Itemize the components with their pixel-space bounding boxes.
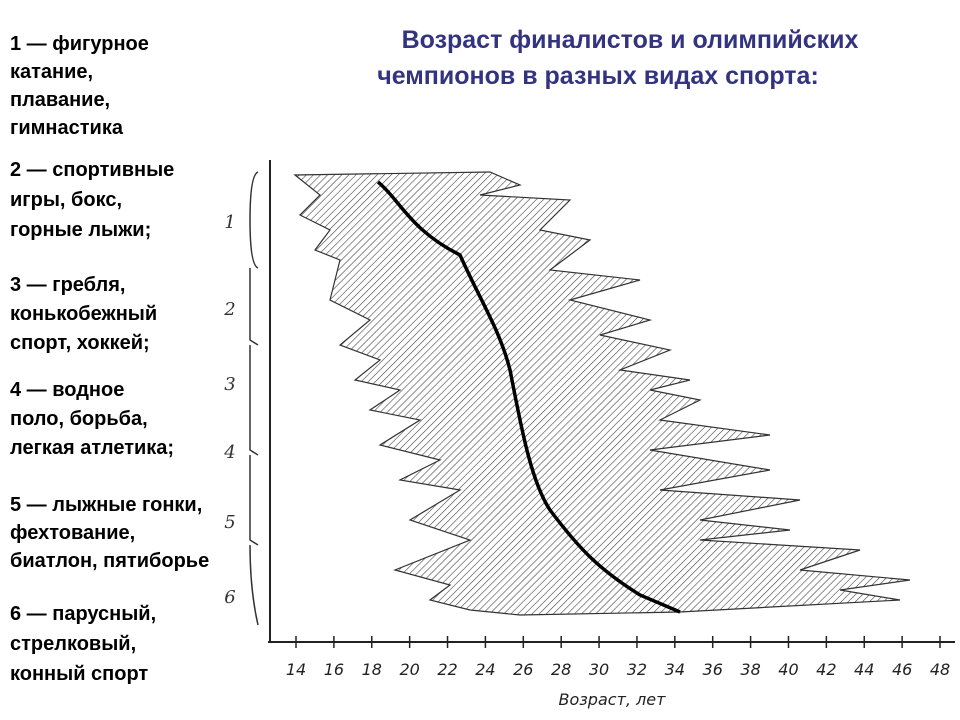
group-number: 3 <box>224 374 235 395</box>
group-brace <box>249 171 259 626</box>
slide-title: чемпионов в разных видах спорта: <box>377 62 819 90</box>
group-number: 2 <box>223 299 235 320</box>
x-tick-label: 36 <box>703 660 723 679</box>
x-tick-label: 32 <box>627 660 647 679</box>
slide-title: Возраст финалистов и олимпийских <box>402 26 859 54</box>
group-line: легкая атлетика; <box>10 437 174 459</box>
x-tick-label: 34 <box>665 660 685 679</box>
x-tick-label: 14 <box>286 660 306 679</box>
x-tick-label: 26 <box>513 660 533 679</box>
group-line: стрелковый, <box>10 633 136 655</box>
x-tick-label: 48 <box>930 660 950 679</box>
x-tick-label: 18 <box>362 660 382 679</box>
group-line: катание, <box>10 61 93 83</box>
group-line: 6 — парусный, <box>10 603 156 625</box>
group-line: горные лыжи; <box>10 219 151 241</box>
group-line: биатлон, пятиборье <box>10 550 209 572</box>
age-band <box>293 171 911 616</box>
group-line: конькобежный <box>10 303 157 325</box>
group-line: 5 — лыжные гонки, <box>10 494 202 516</box>
x-tick-label: 46 <box>892 660 912 679</box>
figure: Возраст, лет 14 16 18 20 22 24 26 28 30 32 34 36 38 4… <box>223 160 955 709</box>
group-line: 3 — гребля, <box>10 274 125 296</box>
x-tick-label: 28 <box>551 660 571 679</box>
x-tick-label: 38 <box>740 660 760 679</box>
x-tick-label: 16 <box>324 660 344 679</box>
x-axis-label: Возраст, лет <box>559 690 667 709</box>
x-tick-label: 44 <box>854 660 874 679</box>
group-number: 1 <box>224 212 235 233</box>
x-tick-label: 20 <box>399 660 419 679</box>
group-line: 1 — фигурное <box>10 33 149 55</box>
group-line: спорт, хоккей; <box>10 332 150 354</box>
group-line: плавание, <box>10 89 110 111</box>
group-line: гимнастика <box>10 117 124 139</box>
group-number: 6 <box>224 587 235 608</box>
group-number: 4 <box>223 442 235 463</box>
x-tick-label: 22 <box>437 660 457 679</box>
group-line: конный спорт <box>10 663 148 685</box>
group-line: поло, борьба, <box>10 408 148 430</box>
group-line: фехтование, <box>10 522 135 544</box>
x-tick-label: 30 <box>589 660 609 679</box>
x-tick-label: 40 <box>778 660 798 679</box>
group-line: игры, бокс, <box>10 189 122 211</box>
median-curve <box>376 180 681 614</box>
x-tick-label: 42 <box>816 660 836 679</box>
group-number: 5 <box>224 512 235 533</box>
x-tick-label: 24 <box>475 660 495 679</box>
group-line: 2 — спортивные <box>10 159 174 181</box>
group-line: 4 — водное <box>10 379 124 401</box>
